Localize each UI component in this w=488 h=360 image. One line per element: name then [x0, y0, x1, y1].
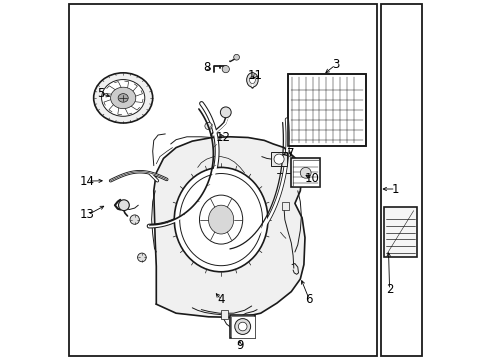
Bar: [384, 207, 416, 257]
Bar: [221, 310, 227, 319]
Ellipse shape: [179, 174, 262, 266]
Text: 14: 14: [80, 175, 95, 188]
Text: 11: 11: [247, 69, 262, 82]
Ellipse shape: [94, 73, 152, 123]
Text: 5: 5: [97, 87, 104, 100]
Text: 7: 7: [286, 147, 294, 159]
Text: 6: 6: [305, 293, 312, 306]
Bar: [271, 152, 286, 166]
Ellipse shape: [102, 80, 144, 116]
Ellipse shape: [249, 76, 255, 84]
Ellipse shape: [238, 322, 246, 331]
Bar: [230, 316, 254, 338]
Text: 9: 9: [236, 339, 243, 352]
Ellipse shape: [208, 205, 233, 234]
Bar: [282, 202, 288, 210]
Ellipse shape: [186, 181, 255, 258]
Ellipse shape: [233, 54, 239, 60]
Polygon shape: [153, 137, 305, 318]
Ellipse shape: [220, 107, 231, 118]
Ellipse shape: [204, 122, 212, 130]
Ellipse shape: [222, 66, 229, 73]
Ellipse shape: [110, 87, 136, 109]
Bar: [380, 4, 422, 356]
Ellipse shape: [234, 319, 250, 334]
Text: 4: 4: [217, 293, 224, 306]
Text: 2: 2: [385, 283, 392, 296]
Bar: [288, 74, 365, 146]
Ellipse shape: [246, 73, 258, 87]
Text: 1: 1: [391, 183, 399, 195]
Bar: [288, 74, 365, 146]
Ellipse shape: [199, 195, 242, 244]
Bar: [69, 4, 376, 356]
Ellipse shape: [300, 167, 310, 178]
Text: 8: 8: [203, 61, 210, 74]
Ellipse shape: [174, 167, 267, 272]
Bar: [230, 315, 255, 338]
Bar: [291, 158, 320, 187]
Ellipse shape: [118, 200, 129, 211]
Ellipse shape: [130, 215, 139, 224]
Ellipse shape: [273, 154, 284, 164]
Bar: [292, 160, 318, 186]
Text: 12: 12: [215, 131, 230, 144]
Ellipse shape: [118, 94, 128, 102]
Text: 3: 3: [331, 58, 339, 71]
Ellipse shape: [137, 253, 146, 262]
Text: 10: 10: [304, 172, 319, 185]
Text: 13: 13: [80, 208, 95, 221]
